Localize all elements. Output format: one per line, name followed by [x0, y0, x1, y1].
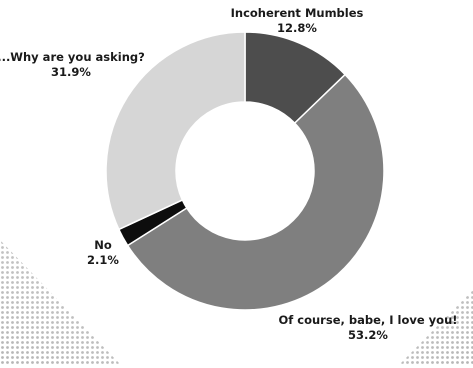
slice-why-are-you-asking: [105, 31, 246, 231]
slices-group: [105, 31, 385, 311]
slice-of-course-babe-i-love-you: [126, 73, 385, 311]
slice-value-why-are-you-asking: 31.9%: [51, 65, 91, 79]
slice-value-of-course-babe-i-love-you: 53.2%: [348, 328, 388, 342]
slice-label-incoherent-mumbles: Incoherent Mumbles: [231, 6, 364, 20]
slice-label-why-are-you-asking: ...Why are you asking?: [0, 50, 145, 64]
slice-label-no: No: [94, 238, 112, 252]
slice-value-no: 2.1%: [87, 253, 119, 267]
dot-texture-decoration: [0, 240, 473, 364]
slice-value-incoherent-mumbles: 12.8%: [277, 21, 317, 35]
slice-label-of-course-babe-i-love-you: Of course, babe, I love you!: [278, 313, 457, 327]
